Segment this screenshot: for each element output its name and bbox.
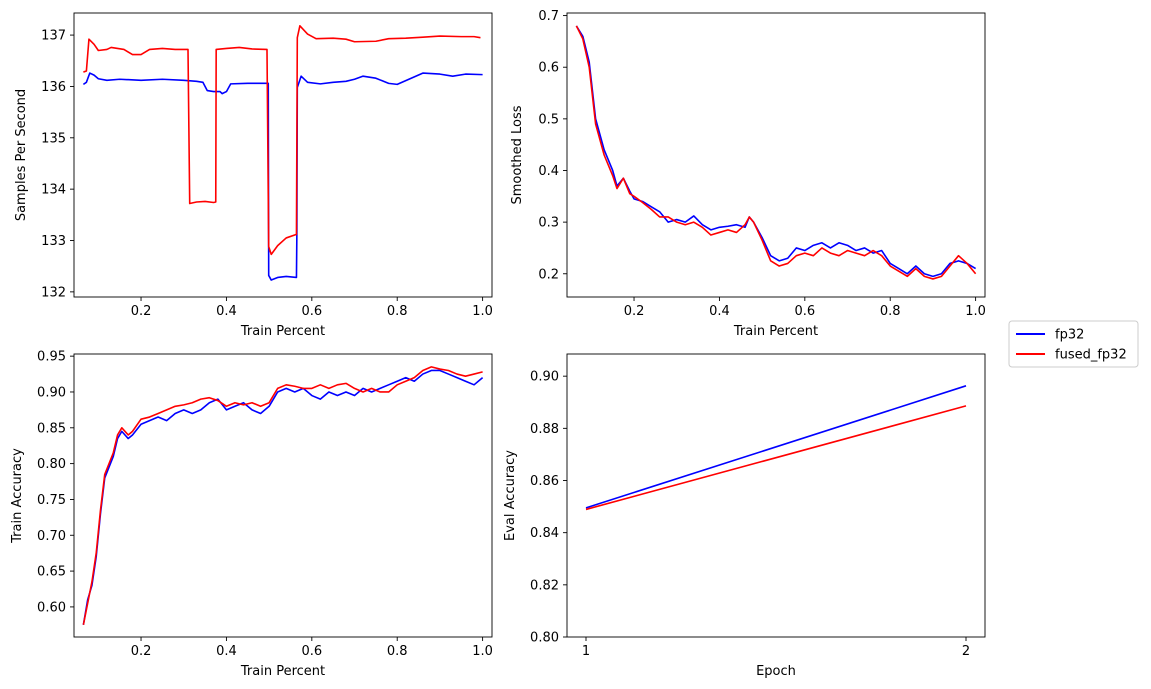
train-accuracy-ytick-label: 0.65 <box>37 565 66 580</box>
eval-accuracy-subplot: 1 2 0.80 0.82 0.84 0.86 0.88 0.90 Epoch Eval Accu… <box>503 353 986 679</box>
train-accuracy-ytick-label: 0.85 <box>37 421 66 436</box>
samples-per-second-ytick-label: 133 <box>41 234 66 249</box>
smoothed-loss-ytick-label: 0.4 <box>538 164 559 179</box>
train-accuracy-y-axis-label: Train Accuracy <box>10 448 25 544</box>
train-accuracy-xtick-label: 0.6 <box>301 644 322 659</box>
train-accuracy-fused-fp32-line <box>82 366 483 625</box>
train-accuracy-ytick-label: 0.80 <box>37 457 66 472</box>
smoothed-loss-xtick-label: 0.8 <box>880 304 901 319</box>
train-accuracy-xtick-label: 1.0 <box>472 644 493 659</box>
smoothed-loss-xtick-label: 0.6 <box>794 304 815 319</box>
smoothed-loss-x-axis-label: Train Percent <box>733 324 818 339</box>
smoothed-loss-axes-frame <box>566 12 986 298</box>
samples-per-second-ytick-label: 134 <box>41 183 66 198</box>
train-accuracy-ytick-label: 0.95 <box>37 350 66 365</box>
samples-per-second-x-axis-label: Train Percent <box>240 324 325 339</box>
eval-accuracy-ytick-label: 0.84 <box>530 526 559 541</box>
smoothed-loss-y-axis-label: Smoothed Loss <box>510 105 525 204</box>
smoothed-loss-ytick-label: 0.7 <box>538 9 559 24</box>
smoothed-loss-xtick-label: 0.2 <box>624 304 645 319</box>
train-accuracy-xtick-label: 0.2 <box>131 644 152 659</box>
eval-accuracy-axes-frame <box>566 353 986 638</box>
legend-label-fused-fp32: fused_fp32 <box>1055 348 1127 363</box>
samples-per-second-xtick-label: 0.8 <box>387 304 408 319</box>
samples-per-second-y-axis-label: Samples Per Second <box>14 89 29 221</box>
samples-per-second-ytick-label: 137 <box>41 29 66 44</box>
smoothed-loss-ytick-label: 0.6 <box>538 61 559 76</box>
legend-frame <box>1008 320 1139 368</box>
eval-accuracy-fp32-line <box>585 385 967 509</box>
samples-per-second-xtick-label: 1.0 <box>472 304 493 319</box>
smoothed-loss-ytick-label: 0.3 <box>538 216 559 231</box>
train-accuracy-ytick-label: 0.75 <box>37 493 66 508</box>
eval-accuracy-ytick-label: 0.80 <box>530 631 559 646</box>
legend: fp32 fused_fp32 <box>1008 320 1139 368</box>
smoothed-loss-fp32-line <box>575 25 977 278</box>
train-accuracy-ytick-label: 0.60 <box>37 600 66 615</box>
smoothed-loss-ytick-label: 0.2 <box>538 267 559 282</box>
eval-accuracy-ytick-label: 0.90 <box>530 370 559 385</box>
eval-accuracy-xtick-label: 1 <box>582 644 590 659</box>
samples-per-second-ytick-label: 132 <box>41 285 66 300</box>
samples-per-second-xtick-label: 0.4 <box>216 304 237 319</box>
samples-per-second-ytick-label: 135 <box>41 131 66 146</box>
smoothed-loss-subplot: 0.2 0.4 0.6 0.8 1.0 0.2 0.3 0.4 0.5 0.6 0.7 Train P… <box>510 9 986 339</box>
samples-per-second-fp32-line <box>82 72 483 281</box>
smoothed-loss-fused-fp32-line <box>575 25 977 280</box>
smoothed-loss-xtick-label: 0.4 <box>709 304 730 319</box>
eval-accuracy-ytick-label: 0.86 <box>530 474 559 489</box>
samples-per-second-xtick-label: 0.6 <box>301 304 322 319</box>
samples-per-second-subplot: 0.2 0.4 0.6 0.8 1.0 132 133 134 135 136 137 Train P… <box>14 12 493 339</box>
eval-accuracy-xtick-label: 2 <box>962 644 970 659</box>
smoothed-loss-xtick-label: 1.0 <box>965 304 986 319</box>
samples-per-second-xtick-label: 0.2 <box>131 304 152 319</box>
samples-per-second-ytick-label: 136 <box>41 80 66 95</box>
train-accuracy-subplot: 0.2 0.4 0.6 0.8 1.0 0.60 0.65 0.70 0.75 0.80 0.85 0… <box>10 350 493 679</box>
train-accuracy-xtick-label: 0.4 <box>216 644 237 659</box>
eval-accuracy-y-axis-label: Eval Accuracy <box>503 450 518 541</box>
eval-accuracy-fused-fp32-line <box>585 405 967 511</box>
train-accuracy-fp32-line <box>82 369 484 625</box>
smoothed-loss-ytick-label: 0.5 <box>538 112 559 127</box>
train-accuracy-xtick-label: 0.8 <box>387 644 408 659</box>
eval-accuracy-ytick-label: 0.88 <box>530 422 559 437</box>
train-accuracy-ytick-label: 0.90 <box>37 385 66 400</box>
samples-per-second-axes-frame <box>73 12 493 298</box>
eval-accuracy-ytick-label: 0.82 <box>530 578 559 593</box>
samples-per-second-fused-fp32-line <box>83 25 481 256</box>
train-accuracy-axes-frame <box>73 353 493 638</box>
legend-label-fp32: fp32 <box>1055 328 1084 343</box>
eval-accuracy-x-axis-label: Epoch <box>756 664 796 679</box>
train-accuracy-x-axis-label: Train Percent <box>240 664 325 679</box>
train-accuracy-ytick-label: 0.70 <box>37 529 66 544</box>
